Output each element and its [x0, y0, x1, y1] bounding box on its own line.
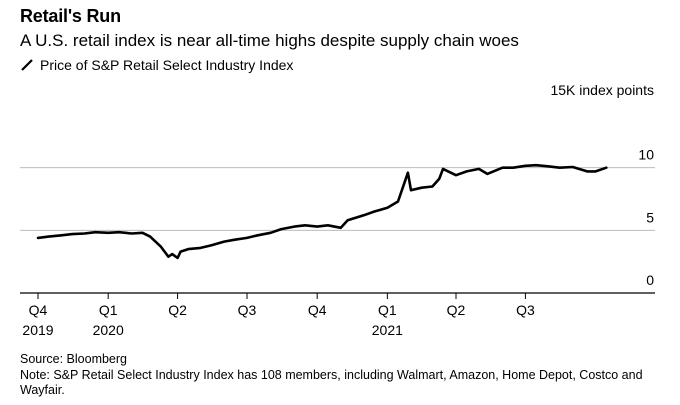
x-tick-year-label: 2019	[22, 322, 53, 338]
x-tick-label: Q4	[308, 302, 327, 318]
x-tick-label: Q2	[168, 302, 187, 318]
chart-title: Retail's Run	[20, 6, 121, 26]
x-tick-label: Q1	[99, 302, 118, 318]
line-legend-icon	[21, 59, 33, 71]
legend-label: Price of S&P Retail Select Industry Inde…	[40, 57, 294, 73]
y-tick-label: 5	[646, 209, 654, 225]
x-tick-label: Q3	[516, 302, 535, 318]
x-tick-label: Q3	[238, 302, 257, 318]
footnote: Note: S&P Retail Select Industry Index h…	[20, 368, 643, 397]
y-tick-label: 10	[638, 147, 654, 163]
x-tick-label: Q1	[378, 302, 397, 318]
x-tick-year-label: 2021	[372, 322, 403, 338]
line-chart: 10 5 0 Q4 2019 Q1 2020 Q2 Q3 Q4 Q1 2021 Q2 Q3	[20, 147, 655, 338]
series-line	[36, 163, 608, 260]
chart-subtitle: A U.S. retail index is near all-time hig…	[20, 31, 519, 50]
x-tick-label: Q2	[447, 302, 466, 318]
x-tick-label: Q4	[29, 302, 48, 318]
legend: Price of S&P Retail Select Industry Inde…	[20, 57, 293, 73]
x-tick-year-label: 2020	[93, 322, 124, 338]
y-tick-label: 0	[646, 272, 654, 288]
source-note: Source: Bloomberg	[20, 352, 128, 366]
y-axis-unit-label: 15K index points	[550, 82, 654, 98]
